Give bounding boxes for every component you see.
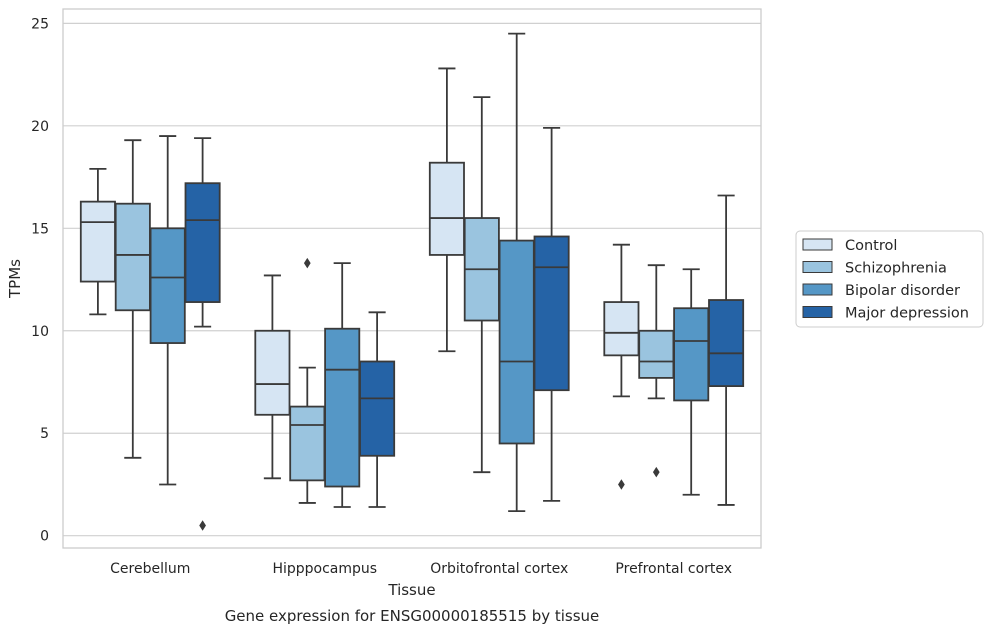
legend-swatch bbox=[802, 306, 833, 318]
legend-frame bbox=[795, 230, 984, 328]
x-tick-label: Hipppocampus bbox=[272, 561, 377, 577]
box-iqr bbox=[673, 307, 710, 402]
outlier-point bbox=[303, 257, 311, 269]
box-iqr bbox=[359, 360, 396, 457]
legend-label: Major depression bbox=[845, 306, 969, 322]
box-control bbox=[603, 243, 640, 490]
box-control bbox=[254, 274, 291, 480]
box-iqr bbox=[603, 301, 640, 357]
box-major-depression bbox=[533, 126, 570, 502]
box-bipolar-disorder bbox=[673, 268, 710, 496]
x-tick-labels: Cerebellum Hipppocampus Orbitofrontal cort… bbox=[110, 561, 732, 577]
legend-item: Schizophrenia bbox=[802, 261, 947, 277]
legend-swatch bbox=[802, 283, 833, 296]
box-bipolar-disorder bbox=[324, 262, 361, 508]
y-tick-label: 10 bbox=[31, 324, 49, 340]
y-tick-label: 25 bbox=[31, 16, 49, 32]
box-iqr bbox=[324, 327, 361, 488]
box-iqr bbox=[254, 329, 291, 416]
box-iqr bbox=[638, 329, 675, 379]
legend-item: Bipolar disorder bbox=[802, 283, 960, 299]
box-iqr bbox=[533, 235, 570, 392]
outlier-point bbox=[199, 520, 206, 531]
box-iqr bbox=[149, 227, 186, 344]
box-schizophrenia bbox=[114, 139, 151, 459]
legend-item: Control bbox=[802, 238, 897, 254]
x-tick-label: Cerebellum bbox=[110, 561, 190, 577]
box-iqr bbox=[289, 405, 326, 482]
box-schizophrenia bbox=[638, 264, 675, 478]
box-bipolar-disorder bbox=[149, 135, 186, 486]
y-tick-label: 5 bbox=[40, 426, 49, 442]
outlier-point bbox=[652, 466, 660, 478]
chart-caption: Gene expression for ENSG00000185515 by t… bbox=[225, 607, 600, 625]
box-iqr bbox=[428, 161, 465, 256]
box-iqr bbox=[184, 182, 221, 303]
x-axis-label: Tissue bbox=[387, 581, 435, 599]
box-iqr bbox=[114, 202, 151, 312]
box-major-depression bbox=[359, 311, 396, 508]
legend-label: Schizophrenia bbox=[845, 261, 947, 277]
box-iqr bbox=[708, 299, 745, 387]
legend-swatch bbox=[802, 261, 833, 273]
box-iqr bbox=[498, 239, 535, 445]
plot-area-frame bbox=[62, 8, 762, 549]
x-tick-label: Orbitofrontal cortex bbox=[430, 561, 568, 577]
legend-item: Major depression bbox=[802, 306, 969, 322]
x-tick-label: Prefrontal cortex bbox=[615, 561, 732, 577]
box-bipolar-disorder bbox=[498, 32, 535, 513]
legend-swatch bbox=[802, 238, 833, 251]
box-control bbox=[79, 167, 116, 316]
y-tick-label: 20 bbox=[31, 119, 49, 135]
boxes bbox=[79, 32, 745, 531]
y-axis-label: TPMs bbox=[6, 259, 24, 299]
box-schizophrenia bbox=[463, 96, 500, 474]
box-iqr bbox=[79, 200, 116, 283]
box-major-depression bbox=[708, 194, 745, 506]
y-tick-labels: 0 5 10 15 20 25 bbox=[31, 16, 49, 544]
outlier-point bbox=[618, 479, 625, 490]
legend-label: Control bbox=[845, 238, 897, 254]
legend-label: Bipolar disorder bbox=[845, 283, 960, 299]
box-schizophrenia bbox=[289, 257, 326, 504]
legend: Control Schizophrenia Bipolar disorder Majo… bbox=[795, 230, 984, 328]
box-control bbox=[428, 67, 465, 353]
box-major-depression bbox=[184, 137, 221, 531]
y-tick-label: 15 bbox=[31, 221, 49, 237]
y-tick-label: 0 bbox=[40, 529, 49, 545]
